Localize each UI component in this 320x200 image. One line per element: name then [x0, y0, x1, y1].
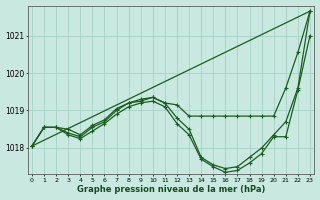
X-axis label: Graphe pression niveau de la mer (hPa): Graphe pression niveau de la mer (hPa): [77, 185, 265, 194]
